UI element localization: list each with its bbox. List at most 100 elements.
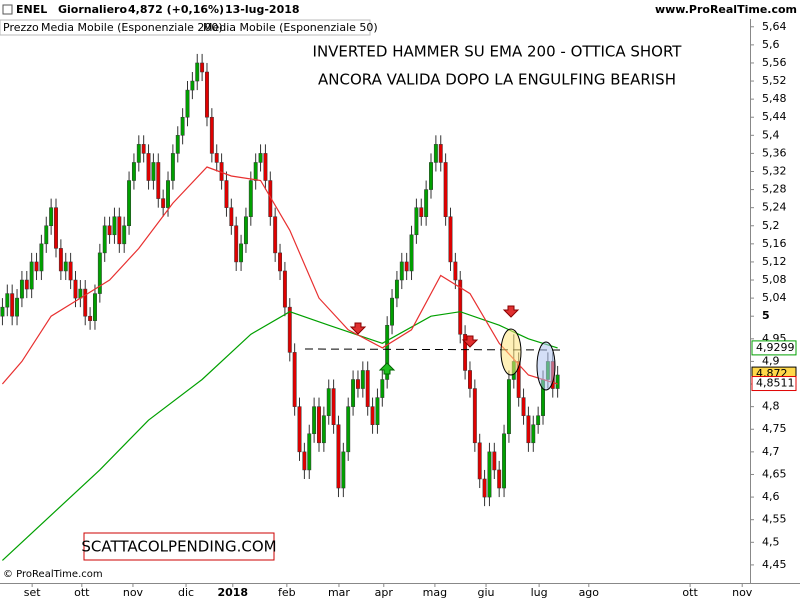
candle-body — [107, 225, 112, 236]
price-tag-label: 4,9299 — [756, 341, 795, 354]
y-tick-label: 5,6 — [762, 38, 780, 51]
candle-body — [253, 162, 258, 181]
x-tick-label: mag — [423, 586, 447, 599]
x-tick-label: ott — [74, 586, 90, 599]
candle-body — [438, 144, 443, 163]
candle-body — [214, 153, 219, 163]
y-tick-label: 5,48 — [762, 92, 787, 105]
candle-body — [156, 162, 161, 199]
candle-body — [102, 225, 107, 254]
candle-body — [243, 216, 248, 245]
price-tag-label: 4,8511 — [756, 377, 795, 390]
header-bg — [0, 0, 800, 19]
y-tick-label: 5,16 — [762, 237, 787, 250]
candle-body — [448, 216, 453, 263]
candle-body — [419, 207, 424, 217]
candle-body — [68, 261, 73, 281]
candle-body — [136, 144, 141, 163]
candle-body — [326, 388, 331, 416]
candle-body — [307, 433, 312, 471]
x-tick-label: feb — [278, 586, 296, 599]
y-tick-label: 5,36 — [762, 146, 787, 159]
candle-body — [258, 153, 263, 163]
x-tick-label: lug — [531, 586, 548, 599]
candle-body — [24, 279, 29, 290]
x-tick-label: nov — [732, 586, 753, 599]
arrow-down — [461, 335, 479, 348]
watermark-box — [83, 532, 275, 561]
candle-body — [443, 162, 448, 217]
candle-body — [195, 62, 200, 82]
candle-body — [282, 270, 287, 308]
candle-body — [29, 261, 34, 290]
candle-body — [141, 144, 146, 154]
candle-body — [268, 180, 273, 217]
period: Giornaliero — [58, 3, 127, 16]
x-tick-label: 2018 — [217, 586, 248, 599]
watermark: SCATTACOLPENDING.COM — [81, 538, 276, 556]
candle-body — [321, 415, 326, 444]
candle-body — [433, 144, 438, 163]
candle-body — [88, 315, 93, 321]
moving-average — [1, 166, 558, 385]
y-tick-label: 5,4 — [762, 128, 780, 141]
candle-body — [380, 379, 385, 398]
candle-body — [502, 433, 507, 489]
candle-body — [346, 406, 351, 453]
candle-body — [5, 293, 10, 308]
arrow-down — [349, 322, 367, 335]
candle-body — [453, 261, 458, 281]
candle-body — [175, 135, 180, 154]
y-tick-label: 4,7 — [762, 445, 780, 458]
candle-body — [146, 153, 151, 181]
annotation: ANCORA VALIDA DOPO LA ENGULFING BEARISH — [318, 71, 676, 89]
y-tick-label: 4,45 — [762, 558, 787, 571]
candle-body — [73, 279, 78, 299]
candle-body — [287, 306, 292, 353]
y-tick-label: 5,56 — [762, 56, 787, 69]
candle-body — [239, 243, 244, 263]
candle-body — [224, 180, 229, 208]
candle-body — [151, 162, 156, 181]
price-tag — [751, 340, 797, 356]
candle-body — [200, 62, 205, 73]
candle-body — [117, 216, 122, 245]
candle-body — [506, 379, 511, 435]
price-tag — [751, 376, 797, 392]
candle-body — [161, 198, 166, 208]
candle-body — [351, 379, 356, 407]
candle-body — [404, 261, 409, 272]
x-tick-label: apr — [375, 586, 394, 599]
symbol: ENEL — [16, 3, 47, 16]
y-tick-label: 5,08 — [762, 273, 787, 286]
candle-body — [331, 388, 336, 425]
candle-body — [63, 261, 68, 272]
candle-body — [127, 180, 132, 227]
copyright: © ProRealTime.com — [3, 569, 103, 580]
y-tick-label: 5 — [762, 309, 770, 322]
candle-body — [209, 116, 214, 154]
highlight-ellipse — [500, 328, 522, 376]
candle-body — [390, 297, 394, 326]
candle-body — [248, 180, 253, 217]
candle-body — [409, 234, 414, 272]
candle-body — [477, 442, 482, 480]
candle-body — [190, 80, 195, 91]
candle-body — [312, 406, 317, 435]
y-tick-label: 4,55 — [762, 513, 787, 526]
candle-body — [58, 248, 63, 272]
moving-average — [1, 311, 558, 561]
highlight-ellipse — [536, 341, 556, 391]
candle-body — [472, 388, 477, 444]
x-tick-label: mar — [328, 586, 350, 599]
candle-body — [97, 252, 102, 294]
candle-body — [234, 225, 239, 263]
candle-body — [112, 216, 117, 236]
legend-entry: Media Mobile (Esponenziale 50) — [203, 21, 378, 34]
price-label: Prezzo — [3, 21, 39, 34]
y-tick-label: 4,75 — [762, 422, 787, 435]
candle-body — [341, 451, 346, 489]
candle-body — [10, 293, 15, 317]
y-tick-label: 5,28 — [762, 183, 787, 196]
candle-body — [399, 261, 404, 281]
